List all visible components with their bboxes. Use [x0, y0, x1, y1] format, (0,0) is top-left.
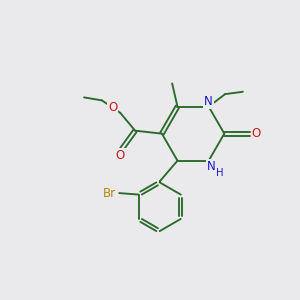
- Text: O: O: [251, 127, 261, 140]
- Text: N: N: [204, 95, 213, 108]
- Text: H: H: [216, 168, 224, 178]
- Text: Br: Br: [103, 187, 116, 200]
- Text: N: N: [207, 160, 215, 172]
- Text: O: O: [108, 101, 118, 114]
- Text: O: O: [116, 149, 125, 162]
